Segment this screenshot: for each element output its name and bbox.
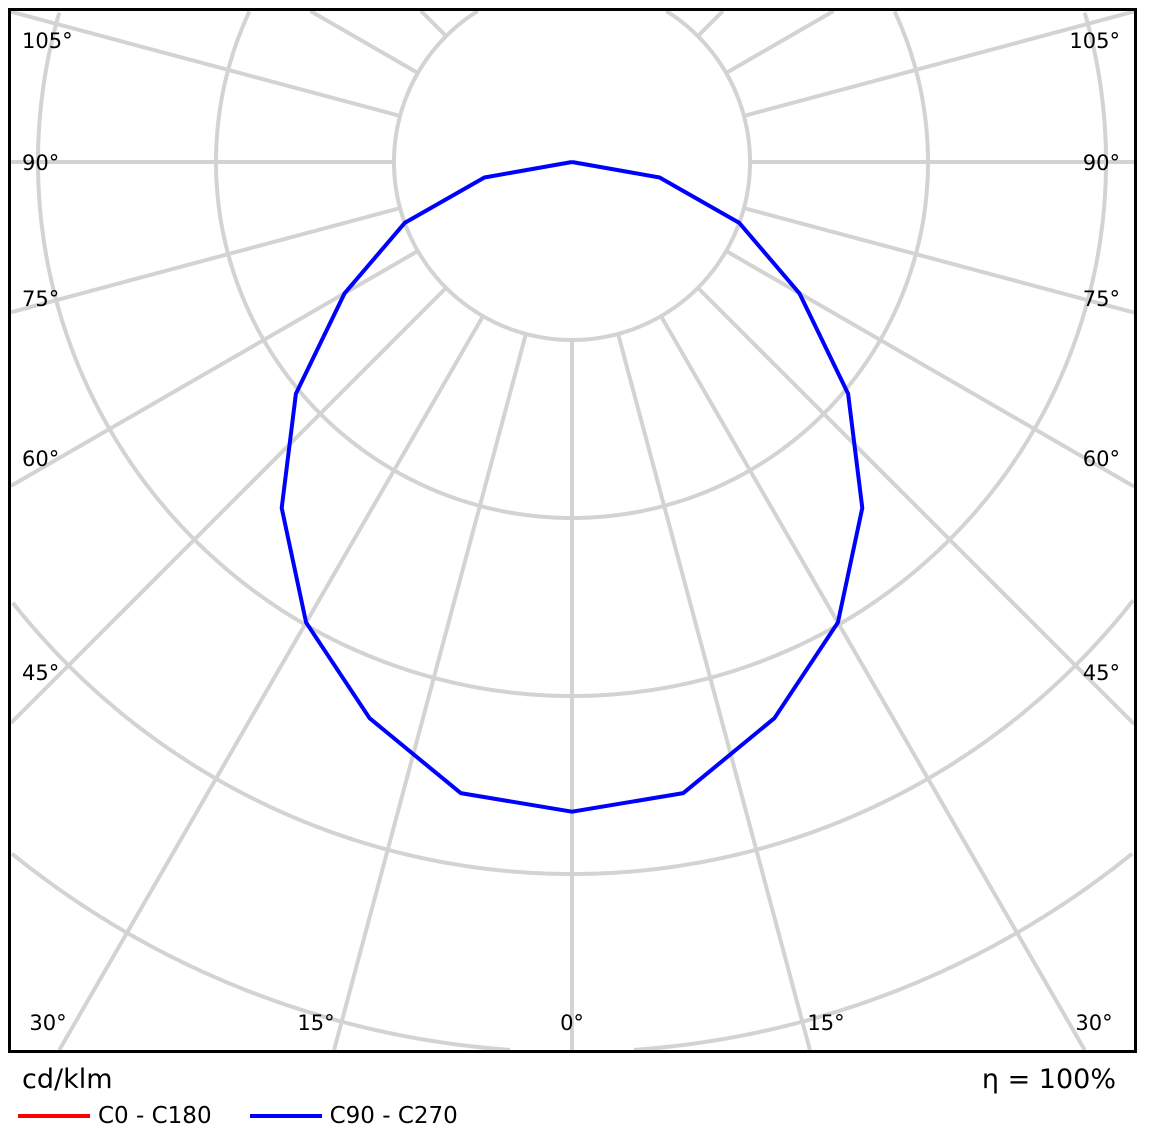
grid-ray — [696, 9, 725, 38]
grid-ring — [633, 852, 1134, 1052]
angle-label: 15° — [297, 1011, 334, 1035]
grid-ring — [572, 10, 930, 520]
angle-label: 105° — [22, 29, 73, 53]
angle-labels: 105° 105° 90° 90° 75° 75° 60° 60° 45° 45° 30° 30° 15… — [22, 29, 1120, 1035]
angle-label: 45° — [22, 661, 59, 685]
angle-label: 90° — [1083, 151, 1120, 175]
grid-ring — [214, 10, 572, 520]
efficiency-label: η = 100% — [981, 1064, 1116, 1095]
series-line-c90-c270 — [279, 160, 865, 814]
legend-swatch-blue — [249, 1114, 322, 1118]
polar-diagram: 105° 105° 90° 90° 75° 75° 60° 60° 45° 45° 30° 30° 15… — [8, 8, 1137, 1053]
grid-ring — [572, 9, 752, 342]
unit-label: cd/klm — [22, 1064, 113, 1095]
angle-label: 90° — [22, 151, 59, 175]
frame — [8, 8, 1137, 1053]
grid-ray — [332, 333, 528, 1051]
grid-ring — [10, 852, 511, 1052]
grid-ring — [392, 9, 572, 342]
curves — [279, 160, 865, 814]
grid-ray — [9, 286, 448, 725]
grid-ray — [743, 206, 1135, 315]
angle-label: 45° — [1083, 661, 1120, 685]
angle-label: 15° — [807, 1011, 844, 1035]
grid-ray — [419, 9, 448, 38]
angle-label: 60° — [1083, 447, 1120, 471]
legend-item-c90: C90 - C270 — [249, 1102, 458, 1130]
legend-label: C90 - C270 — [329, 1103, 458, 1129]
angle-label: 105° — [1069, 29, 1120, 53]
grid-ray — [10, 249, 419, 488]
grid-ray — [57, 315, 485, 1052]
grid-ray — [10, 206, 401, 315]
angle-label: 0° — [560, 1011, 584, 1035]
grid-ray — [10, 9, 401, 118]
legend: C0 - C180 C90 - C270 — [18, 1102, 496, 1130]
grid-ray — [696, 286, 1136, 726]
angle-label: 75° — [22, 287, 59, 311]
legend-item-c0: C0 - C180 — [18, 1102, 212, 1130]
grid-ray — [309, 9, 419, 75]
grid-ring — [572, 599, 1135, 876]
grid-ring — [36, 12, 572, 698]
legend-swatch-red — [18, 1114, 90, 1118]
angle-label: 60° — [22, 447, 59, 471]
polar-grid — [9, 9, 1136, 1052]
grid-ray — [725, 249, 1136, 489]
angle-label: 30° — [1075, 1011, 1112, 1035]
grid-ray — [743, 9, 1135, 118]
angle-label: 30° — [29, 1011, 66, 1035]
legend-label: C0 - C180 — [98, 1103, 212, 1129]
angle-label: 75° — [1083, 287, 1120, 311]
grid-ray — [616, 333, 812, 1051]
grid-ring — [11, 601, 572, 876]
grid-ray — [725, 9, 835, 75]
grid-ring — [572, 12, 1108, 698]
grid-ray — [659, 315, 1087, 1051]
